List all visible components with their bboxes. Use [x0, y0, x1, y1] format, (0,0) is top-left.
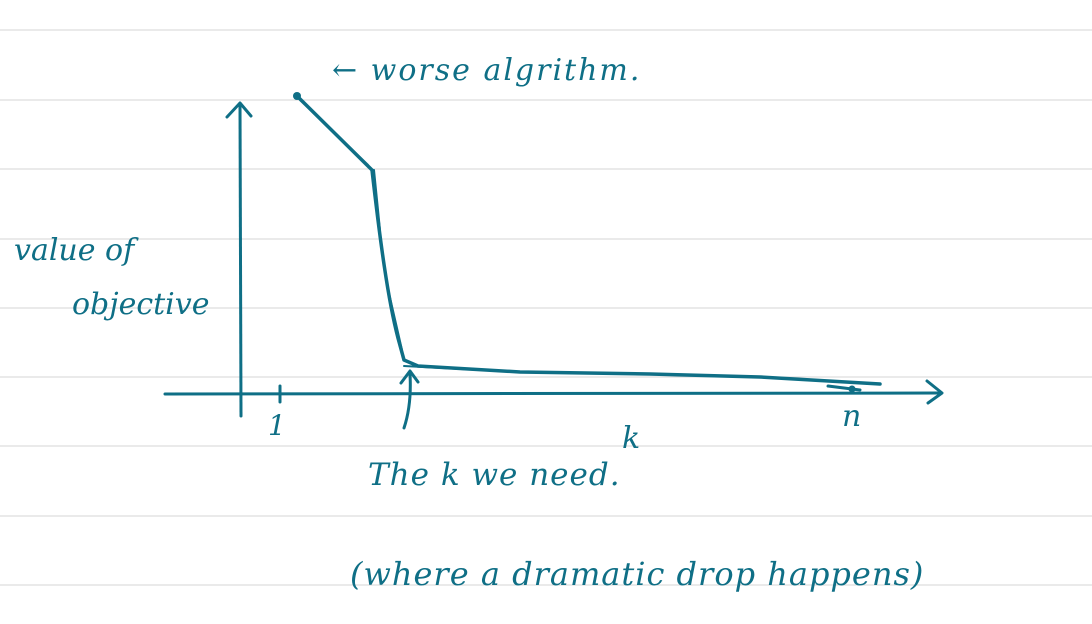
dramatic-drop-note: (where a dramatic drop happens): [350, 555, 925, 593]
y-axis-label-line-2: objective: [72, 287, 210, 322]
x-axis: [163, 391, 943, 396]
end-mark: [826, 384, 862, 392]
needed-k-pointer-arrowhead: [399, 369, 420, 385]
x-axis-arrowhead: [925, 379, 944, 405]
y-axis-arrowhead: [225, 101, 253, 119]
k-needed-annotation: The k we need.: [368, 457, 621, 493]
curve-overstroke: [299, 99, 481, 371]
worse-algorithm-annotation: ← worse algrithm.: [332, 53, 642, 88]
y-axis-label-line-1: value of: [14, 233, 135, 268]
curve-start-point: [293, 92, 301, 100]
needed-k-pointer: [402, 372, 412, 430]
tick-label-n: n: [842, 399, 862, 434]
x-axis-label: k: [622, 421, 641, 456]
tick-label-1: 1: [268, 409, 286, 442]
objective-curve: [294, 93, 882, 386]
y-axis: [238, 102, 243, 418]
